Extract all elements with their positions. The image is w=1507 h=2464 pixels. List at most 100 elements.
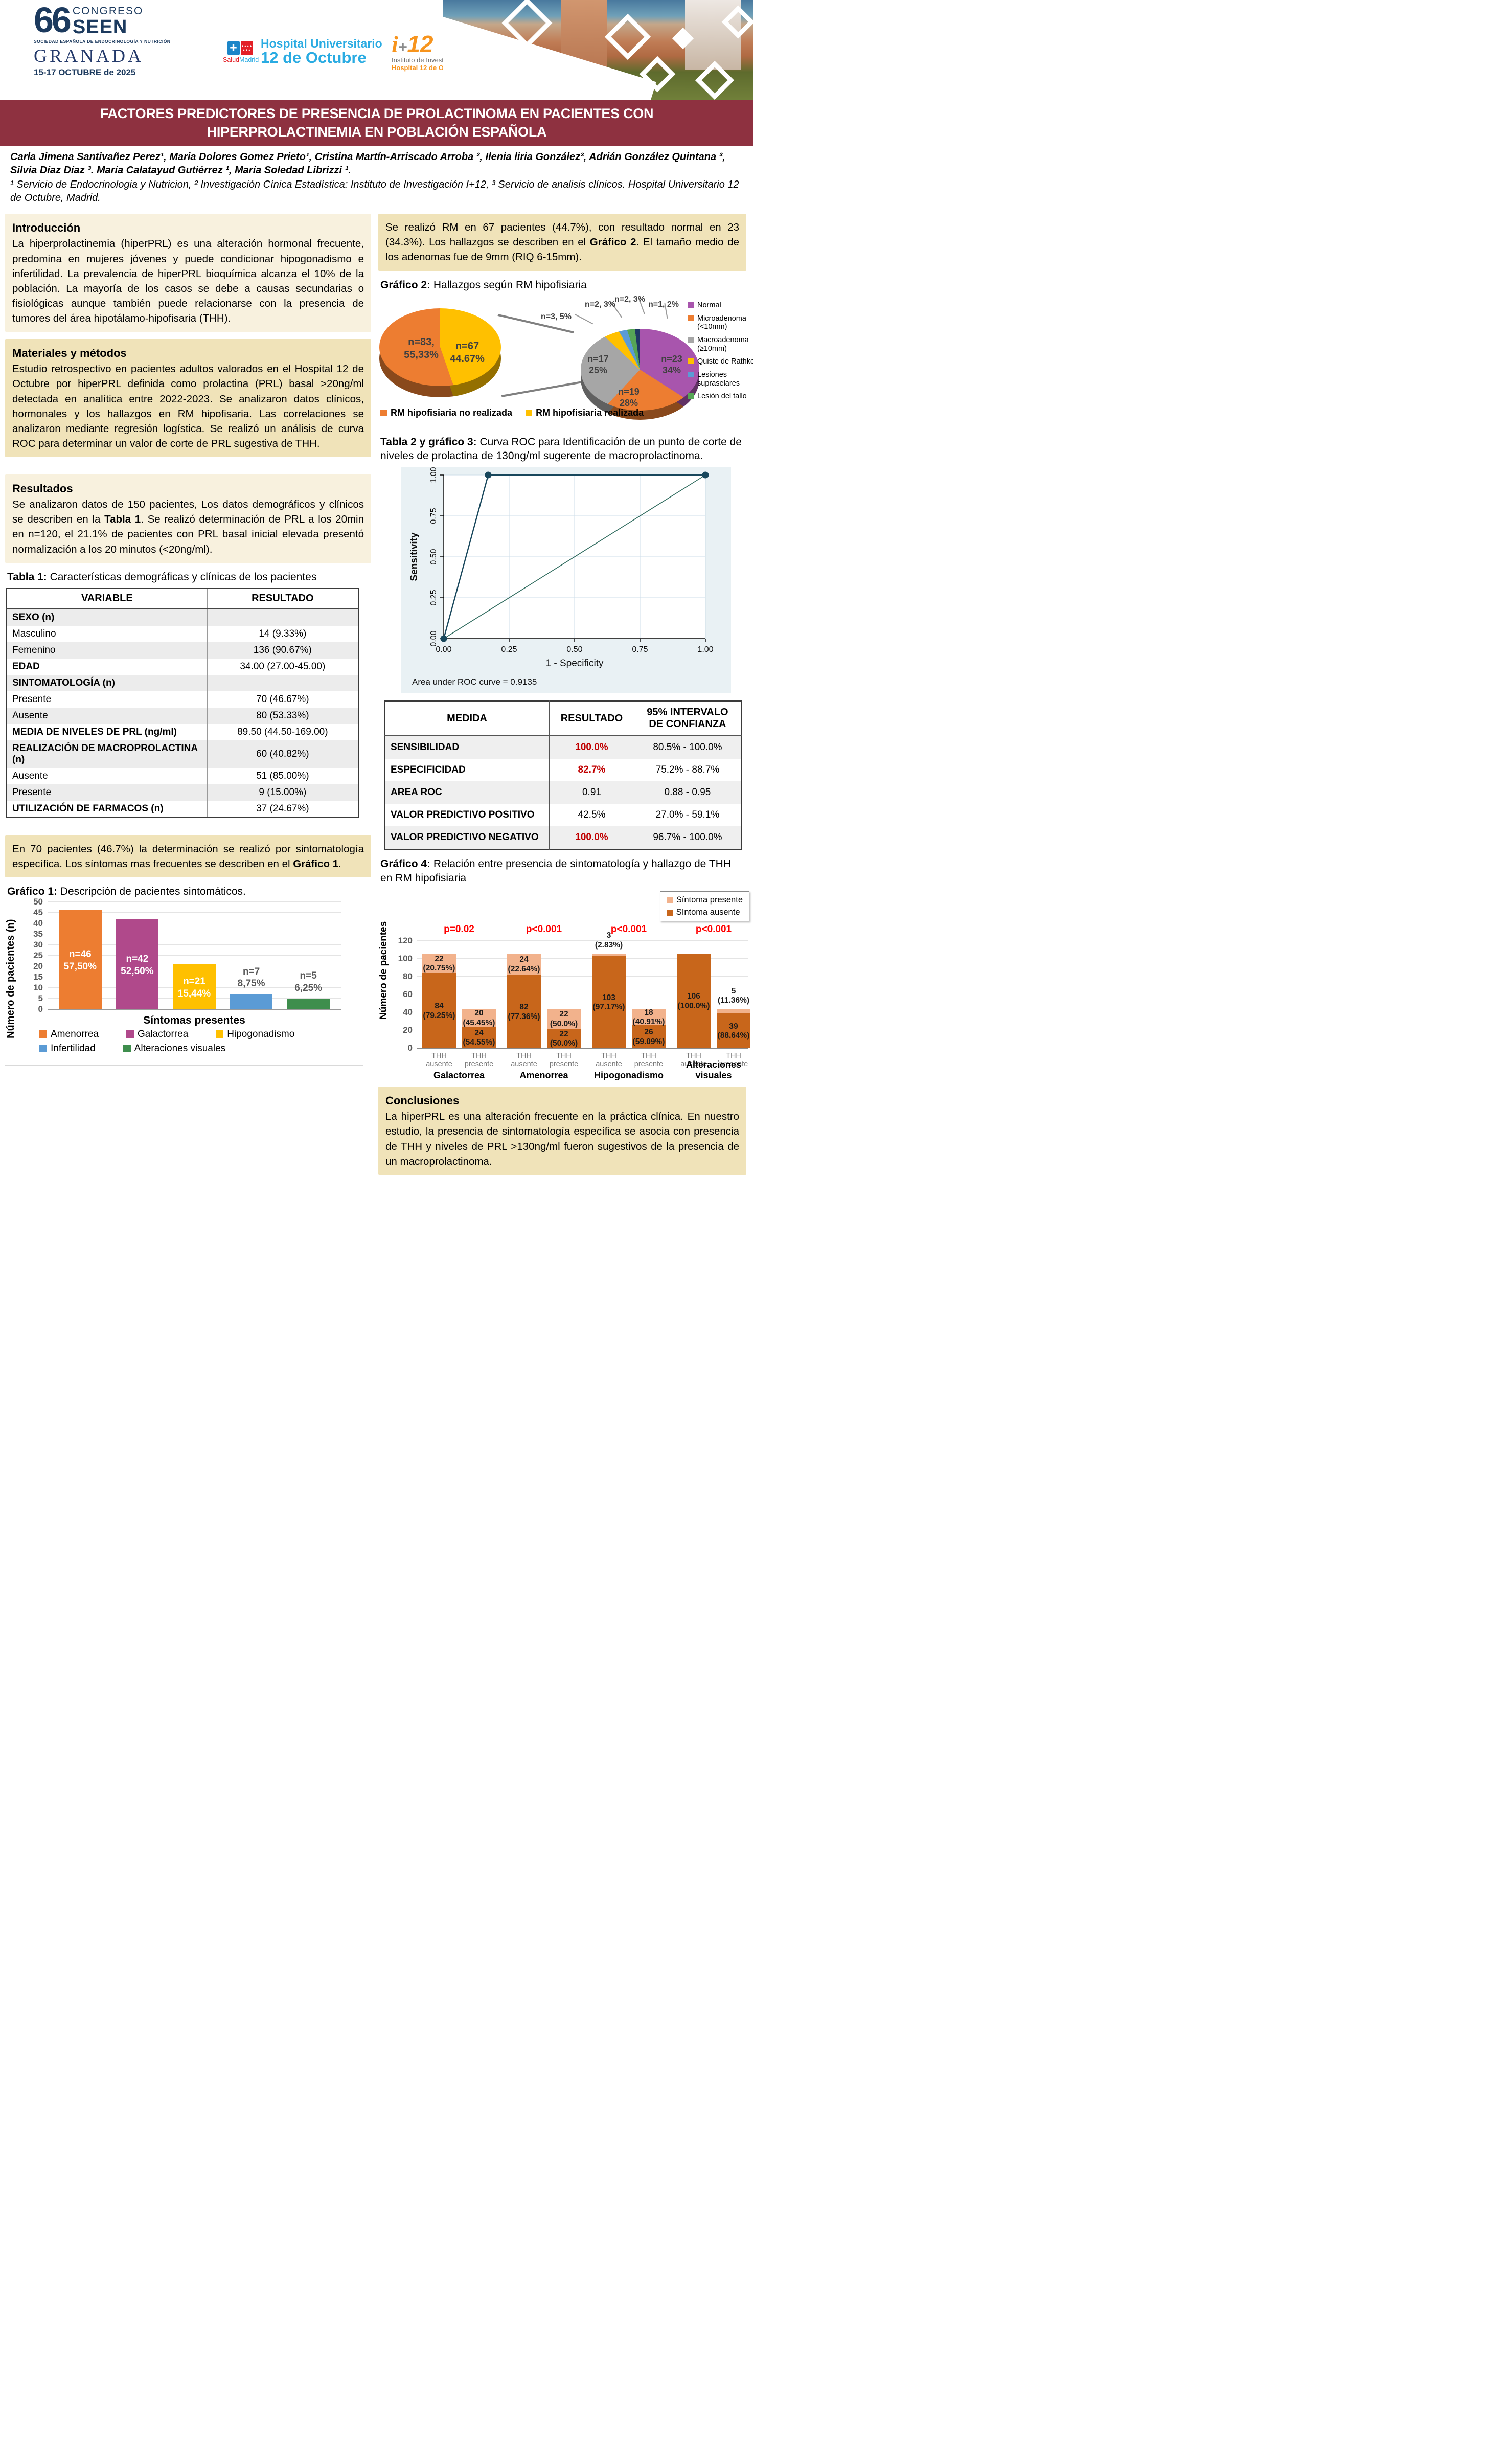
bar-slot: 39 (88.64%) 5 (11.36%) THH presente [717,941,750,1068]
tabla2-cell-medida: SENSIBILIDAD [385,736,550,759]
pie-label-realizada: n=67 44.67% [450,340,485,365]
gridline [417,976,748,977]
p-value: p<0.001 [610,924,647,935]
y-tick-label: 35 [33,929,43,939]
granada-collage-image [443,0,754,100]
segment-sintoma-ausente [547,1028,581,1049]
tabla2-cell-medida: AREA ROC [385,781,550,804]
t2g3-caption-bold: Tabla 2 y gráfico 3: [380,436,477,448]
tabla2-cell-medida: ESPECIFICIDAD [391,764,466,776]
legend-swatch [380,409,387,416]
header: 66 CONGRESO SEEN SOCIEDAD ESPAÑOLA DE EN… [0,0,754,100]
callout-tallo: n=2, 3% [614,295,646,304]
tabla2-cell-ci: 75.2% - 88.7% [655,764,720,776]
table1-cell-variable: Masculino [12,628,56,639]
pie-hallazgos-chart [581,328,699,411]
grafico2-bottom-legend: RM hipofisiaria no realizada RM hipofisia… [380,408,644,418]
y-tick-label: 60 [403,989,413,1000]
congress-city: GRANADA [34,45,144,66]
divider-line [5,1064,363,1066]
legend-swatch [39,1030,47,1038]
callout-quiste: n=3, 5% [541,312,572,321]
methods-section: Materiales y métodos Estudio retrospecti… [5,339,371,458]
note70-part2: . [338,858,341,870]
segment-sintoma-ausente [462,1027,496,1049]
legend-label: Hipogonadismo [227,1028,295,1039]
seen-congress-logo: 66 CONGRESO SEEN SOCIEDAD ESPAÑOLA DE EN… [34,2,208,78]
i12-i: i [392,31,398,57]
roc-point [485,471,492,479]
table1-cell-resultado: 136 (90.67%) [207,642,358,659]
introduction-section: Introducción La hiperprolactinemia (hipe… [5,214,371,332]
y-tick: 0.00 [429,631,438,647]
results-text: Se analizaron datos de 150 pacientes, Lo… [12,497,364,556]
roc-point [702,471,709,479]
group-label: Hipogonadismo [594,1070,664,1081]
segment-label: 20 (45.45%) [463,1009,495,1027]
y-tick-label: 30 [33,939,43,950]
seen-word: SEEN [72,16,128,38]
salud-madrid-cross-icon: ✚ [226,40,240,55]
tabla2-medidas: MEDIDA RESULTADO 95% INTERVALO DE CONFIA… [384,700,742,850]
introduction-text: La hiperprolactinemia (hiperPRL) es una … [12,238,364,325]
bar-slot: 82 (77.36%) 24 (22.64%) THH ausente [507,941,541,1068]
grafico2: n=83, 55,33% n=67 44.67% n=23 34% n=19 2… [378,295,754,428]
legend-row: Amenorrea Galactorrea Hipogonadismo [39,1029,341,1040]
roc-axes [440,474,706,643]
segment-sintoma-presente [507,953,541,975]
legend-label: Alteraciones visuales [134,1043,226,1054]
grafico1-caption-bold: Gráfico 1: [7,886,58,898]
table-row: SENSIBILIDAD 100.0% 80.5% - 100.0% [385,736,742,759]
legend-swatch [216,1030,224,1038]
y-tick-label: 5 [38,993,43,1003]
introduction-heading: Introducción [12,221,81,235]
table1-cell-resultado: 60 (40.82%) [207,740,358,768]
table1-caption-bold: Tabla 1: [7,571,47,583]
grafico2-legend: Normal Microadenoma (<10mm) Macroadenoma (… [688,301,754,401]
bar-slot: 26 (59.09%) 18 (40.91%) THH presente [632,941,666,1068]
congress-word: CONGRESO [72,5,144,17]
grafico4-plot: Síntoma presente Síntoma ausente p=0.02 84… [398,891,750,1080]
bar-slot-3: n=7 8,75% [230,903,273,1009]
legend-item: Normal [688,301,754,310]
y-tick: 1.00 [429,467,438,483]
gridline [48,901,341,902]
diamond-decoration [604,13,651,60]
segment-label: 22 (50.0%) [550,1029,578,1048]
x-tick: 0.50 [566,645,582,654]
bar-group-hipogonadismo: p<0.001 103 (97.17%) 3 (2.83%) THH ausente 2… [592,924,666,1080]
x-tick-label: THH ausente [680,1052,707,1069]
table1-cell-resultado: 9 (15.00%) [207,784,358,801]
callout-line [574,313,593,325]
legend-label: Lesión del tallo [697,392,747,401]
tabla2-cell-ci: 80.5% - 100.0% [633,736,742,759]
tabla2-cell-resultado: 100.0% [549,736,634,759]
legend-swatch [39,1045,47,1053]
i12-number: 12 [407,31,433,57]
i12-plus: + [398,39,407,56]
pie-label-normal: n=23 34% [661,353,682,376]
y-tick: 0.75 [429,508,438,524]
y-tick-label: 40 [403,1007,413,1018]
legend-label: Síntoma presente [676,895,743,905]
table1-cell-resultado: 80 (53.33%) [207,708,358,724]
segment-label: 3 (2.83%) [595,931,623,950]
roc-y-axis-title: Sensitivity [409,533,420,581]
grafico1: Número de pacientes (n) n=46 57,50% n=42 … [5,897,371,1054]
table1-cell-variable: Presente [12,694,52,705]
methods-heading: Materiales y métodos [12,347,127,360]
pie-rm-realizada-chart [379,308,501,386]
roc-chart: 0.00 0.25 0.50 0.75 1.00 0.00 0.25 0.50 … [401,467,731,672]
legend-label: Normal [697,301,721,309]
bar-slot: 24 (54.55%) 20 (45.45%) THH presente [462,941,496,1068]
legend-swatch [126,1030,134,1038]
segment-label: 24 (54.55%) [463,1028,495,1047]
bar-slot-1: n=42 52,50% [116,903,159,1009]
legend-item: Lesión del tallo [688,392,754,401]
pie-label-no-realizada: n=83, 55,33% [404,336,439,360]
bar-amenorrea [59,910,102,1009]
table1-cell-resultado [207,608,358,626]
y-tick-label: 50 [33,896,43,907]
results-section: Resultados Se analizaron datos de 150 pa… [5,474,371,563]
p-value: p<0.001 [695,924,732,935]
